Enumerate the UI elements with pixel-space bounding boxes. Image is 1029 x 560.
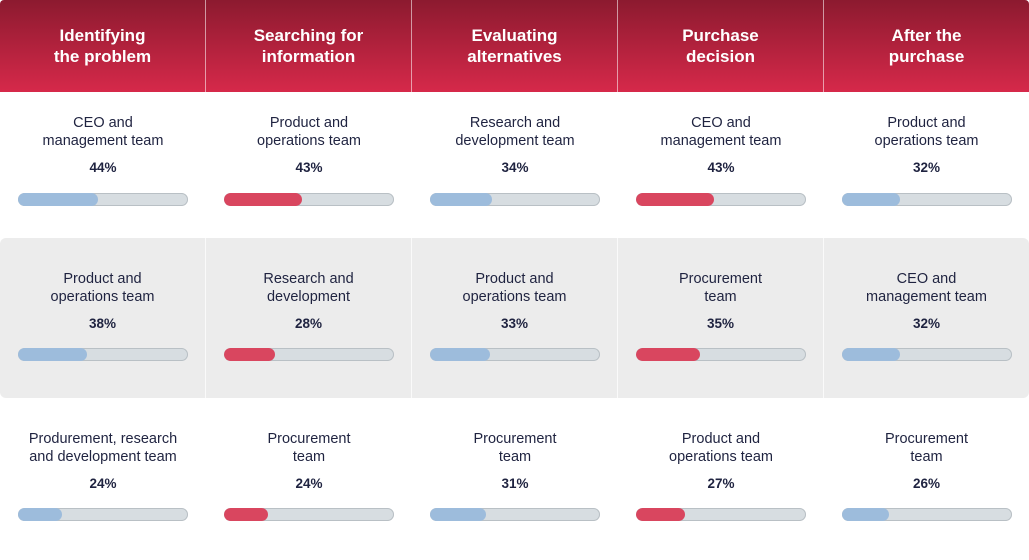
progress-track	[842, 508, 1012, 521]
table-cell: Product and operations team 43%	[206, 92, 412, 238]
progress-track	[430, 348, 600, 361]
progress-track	[224, 508, 394, 521]
table-cell: Product and operations team 38%	[0, 238, 206, 398]
column-header: After the purchase	[888, 26, 965, 66]
team-label: CEO and management team	[42, 115, 164, 149]
progress-fill	[18, 193, 99, 206]
progress-track	[430, 508, 600, 521]
table-cell: Research and development team 34%	[412, 92, 618, 238]
team-label: CEO and management team	[866, 271, 987, 305]
progress-fill	[224, 348, 275, 361]
table-cell: CEO and management team 32%	[824, 238, 1029, 398]
percent-label: 32%	[912, 160, 941, 175]
progress-fill	[430, 348, 491, 361]
column-header: Searching for information	[206, 0, 412, 92]
table-row: Produrement, research and development te…	[0, 398, 1029, 560]
progress-track	[842, 348, 1012, 361]
team-label: Product and operations team	[462, 271, 567, 305]
table-cell: CEO and management team 43%	[618, 92, 824, 238]
table-cell: Product and operations team 33%	[412, 238, 618, 398]
percent-label: 33%	[500, 316, 529, 331]
team-label: Product and operations team	[257, 115, 361, 149]
percent-label: 32%	[912, 316, 941, 331]
table-cell: CEO and management team 44%	[0, 92, 206, 238]
table-cell: Procurement team 31%	[412, 398, 618, 560]
percent-label: 31%	[501, 476, 529, 491]
percent-label: 43%	[295, 160, 323, 175]
team-label: Product and operations team	[50, 271, 155, 305]
team-label: Product and operations team	[874, 115, 979, 149]
column-header: Identifying the problem	[0, 0, 206, 92]
progress-fill	[430, 508, 487, 521]
progress-fill	[636, 193, 715, 206]
percent-label: 26%	[912, 476, 941, 491]
progress-fill	[636, 348, 700, 361]
progress-fill	[224, 193, 303, 206]
percent-label: 34%	[501, 160, 529, 175]
progress-track	[842, 193, 1012, 206]
progress-fill	[224, 508, 268, 521]
progress-fill	[842, 348, 901, 361]
team-label: Procurement team	[884, 431, 968, 465]
progress-track	[18, 193, 188, 206]
progress-track	[224, 348, 394, 361]
progress-fill	[430, 193, 492, 206]
table-cell: Procurement team 35%	[618, 238, 824, 398]
table-cell: Product and operations team 27%	[618, 398, 824, 560]
progress-track	[224, 193, 394, 206]
team-label: Research and development	[263, 271, 354, 305]
team-label: CEO and management team	[660, 115, 782, 149]
progress-fill	[18, 348, 88, 361]
table-cell: Procurement team 24%	[206, 398, 412, 560]
team-label: Procurement team	[678, 271, 762, 305]
percent-label: 28%	[294, 316, 323, 331]
progress-track	[18, 508, 188, 521]
percent-label: 43%	[707, 160, 735, 175]
progress-track	[18, 348, 188, 361]
progress-fill	[842, 508, 890, 521]
table-row: Product and operations team 38% Research a…	[0, 238, 1029, 398]
team-label: Procurement team	[473, 431, 557, 465]
percent-label: 44%	[89, 160, 117, 175]
progress-fill	[18, 508, 62, 521]
progress-track	[430, 193, 600, 206]
percent-label: 24%	[295, 476, 323, 491]
progress-fill	[842, 193, 901, 206]
percent-label: 27%	[707, 476, 735, 491]
team-label: Produrement, research and development te…	[28, 431, 178, 465]
column-header: Purchase decision	[618, 0, 824, 92]
table-cell: Produrement, research and development te…	[0, 398, 206, 560]
table-row: CEO and management team 44% Product and op…	[0, 92, 1029, 238]
percent-label: 24%	[89, 476, 117, 491]
team-label: Procurement team	[267, 431, 351, 465]
table-cell: Procurement team 26%	[824, 398, 1029, 560]
percent-label: 35%	[706, 316, 735, 331]
table-cell: Product and operations team 32%	[824, 92, 1029, 238]
stage-header: Identifying the problem Searching for inf…	[0, 0, 1029, 92]
table-cell: Research and development 28%	[206, 238, 412, 398]
progress-track	[636, 348, 806, 361]
percent-label: 38%	[88, 316, 117, 331]
progress-track	[636, 193, 806, 206]
column-header: Evaluating alternatives	[412, 0, 618, 92]
progress-fill	[636, 508, 686, 521]
progress-track	[636, 508, 806, 521]
team-label: Research and development team	[455, 115, 575, 149]
team-label: Product and operations team	[669, 431, 773, 465]
